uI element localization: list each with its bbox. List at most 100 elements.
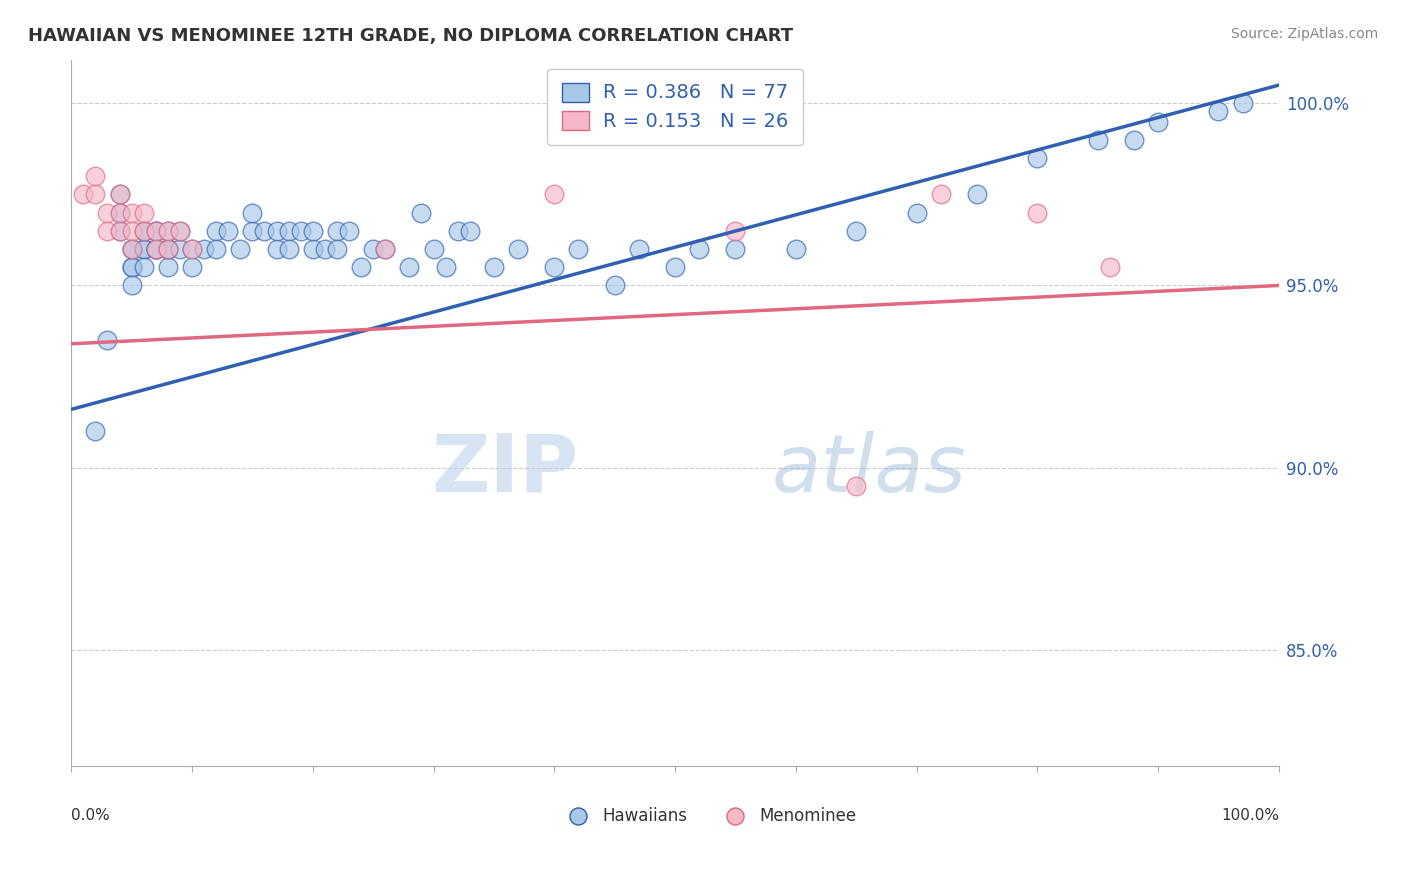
Text: Menominee: Menominee (759, 807, 856, 825)
Point (290, 224, 312, 238)
Point (108, 224, 131, 238)
Point (845, 479, 868, 493)
Point (145, 242, 167, 256)
Point (72, 187, 94, 202)
Text: Hawaiians: Hawaiians (603, 807, 688, 825)
Point (181, 242, 204, 256)
Point (121, 278, 143, 293)
Point (121, 224, 143, 238)
Point (156, 242, 179, 256)
Point (434, 260, 457, 275)
Point (108, 205, 131, 219)
Point (1098, 260, 1121, 275)
Point (121, 242, 143, 256)
Point (1147, 114, 1170, 128)
Point (314, 242, 336, 256)
Point (132, 205, 155, 219)
Point (145, 242, 167, 256)
Point (242, 224, 264, 238)
Text: 0.0%: 0.0% (72, 808, 110, 823)
Point (627, 242, 650, 256)
Text: 100.0%: 100.0% (1220, 808, 1279, 823)
Point (145, 224, 167, 238)
Point (145, 224, 167, 238)
Point (1087, 133, 1109, 147)
Point (724, 224, 747, 238)
Point (108, 205, 131, 219)
Point (374, 242, 396, 256)
Point (664, 260, 686, 275)
Point (301, 224, 323, 238)
Point (132, 224, 155, 238)
Point (1026, 151, 1049, 165)
Point (966, 187, 988, 202)
Point (121, 260, 143, 275)
Point (350, 260, 373, 275)
Point (845, 224, 868, 238)
Point (169, 242, 191, 256)
Point (108, 224, 131, 238)
Point (132, 242, 155, 256)
Legend: R = 0.386   N = 77, R = 0.153   N = 26: R = 0.386 N = 77, R = 0.153 N = 26 (547, 69, 803, 145)
Point (253, 224, 276, 238)
Point (156, 242, 179, 256)
Point (929, 187, 952, 202)
Point (482, 260, 505, 275)
Point (326, 242, 349, 256)
Point (603, 278, 626, 293)
Point (458, 224, 481, 238)
Point (156, 224, 179, 238)
Point (145, 242, 167, 256)
Point (1026, 205, 1049, 219)
Point (567, 242, 589, 256)
Point (84, 187, 107, 202)
Point (132, 242, 155, 256)
Point (108, 187, 131, 202)
Point (1208, 103, 1230, 118)
Point (108, 187, 131, 202)
Point (506, 242, 529, 256)
Point (121, 242, 143, 256)
Point (361, 242, 384, 256)
Point (96, 205, 118, 219)
Point (266, 242, 288, 256)
Point (543, 260, 565, 275)
Text: Source: ZipAtlas.com: Source: ZipAtlas.com (1230, 27, 1378, 41)
Point (411, 205, 433, 219)
Point (156, 242, 179, 256)
Point (688, 242, 710, 256)
Point (84, 169, 107, 184)
Point (121, 260, 143, 275)
Point (785, 242, 807, 256)
Point (181, 242, 204, 256)
Point (145, 224, 167, 238)
Point (169, 224, 191, 238)
Point (266, 224, 288, 238)
Point (96, 333, 118, 347)
Point (169, 224, 191, 238)
Point (121, 205, 143, 219)
Point (374, 242, 396, 256)
Point (398, 260, 420, 275)
Point (905, 205, 928, 219)
Point (121, 242, 143, 256)
Point (1123, 133, 1146, 147)
Point (337, 224, 360, 238)
Point (145, 242, 167, 256)
Point (543, 187, 565, 202)
Point (181, 260, 204, 275)
Point (156, 260, 179, 275)
Point (724, 242, 747, 256)
Point (422, 242, 444, 256)
Point (326, 224, 349, 238)
Point (156, 242, 179, 256)
Point (96, 224, 118, 238)
Point (205, 224, 228, 238)
Point (132, 224, 155, 238)
Point (193, 242, 215, 256)
Point (1232, 96, 1254, 111)
Point (217, 224, 239, 238)
Point (205, 242, 228, 256)
Point (229, 242, 252, 256)
Point (242, 205, 264, 219)
